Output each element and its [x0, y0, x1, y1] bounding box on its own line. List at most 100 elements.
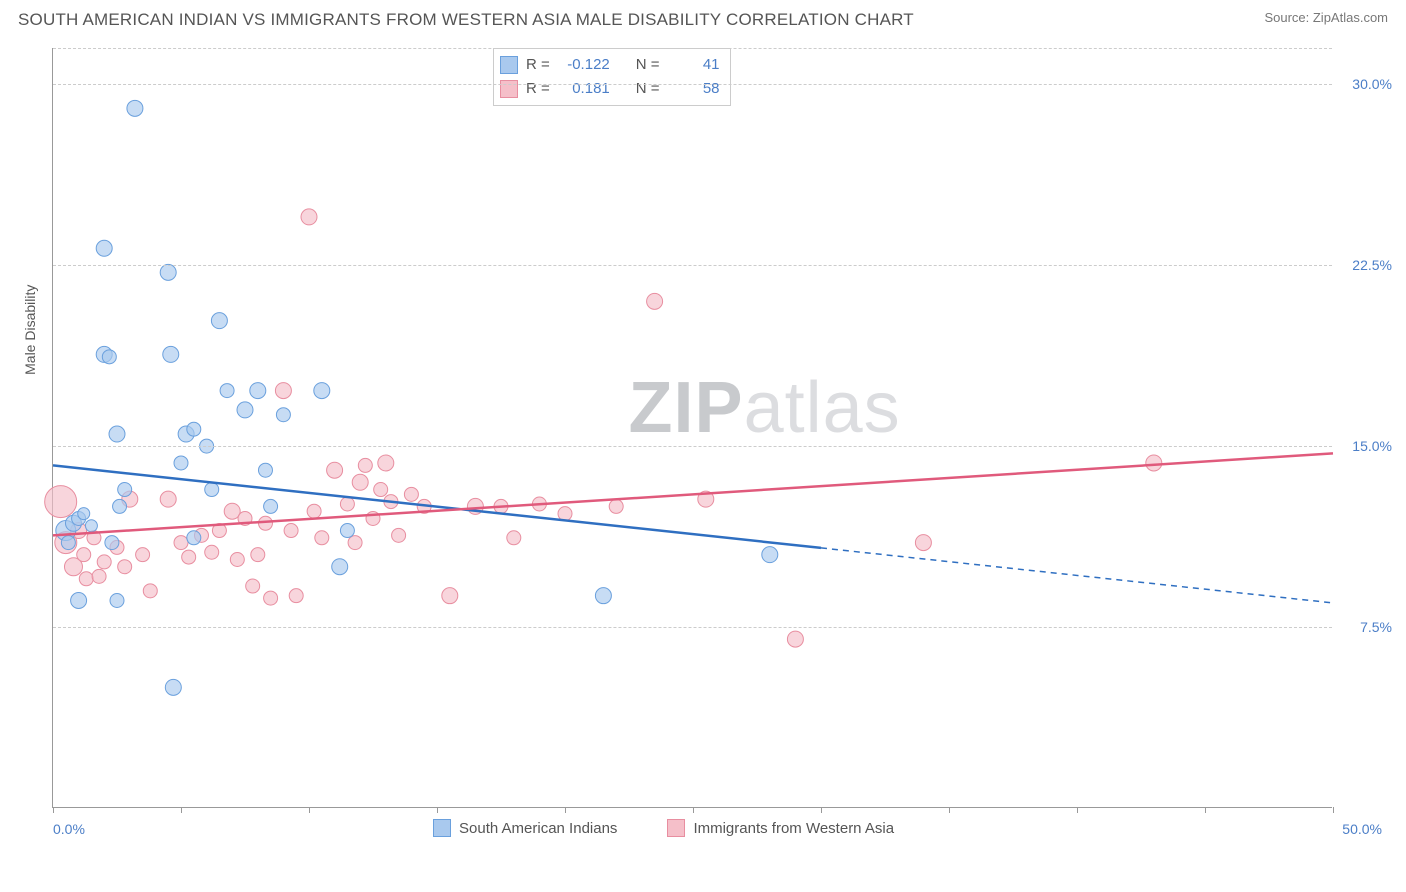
stat-row: R =0.181N =58	[500, 77, 720, 101]
data-point	[1146, 455, 1162, 471]
bottom-legend: South American Indians Immigrants from We…	[433, 819, 894, 837]
x-tick	[1077, 807, 1078, 813]
data-point	[442, 588, 458, 604]
data-point	[174, 536, 188, 550]
data-point	[250, 383, 266, 399]
data-point	[348, 536, 362, 550]
x-tick	[693, 807, 694, 813]
data-point	[276, 408, 290, 422]
chart-title: SOUTH AMERICAN INDIAN VS IMMIGRANTS FROM…	[18, 10, 914, 30]
data-point	[77, 548, 91, 562]
legend-swatch	[667, 819, 685, 837]
stat-row: R =-0.122N =41	[500, 53, 720, 77]
x-tick	[1205, 807, 1206, 813]
data-point	[174, 456, 188, 470]
data-point	[264, 499, 278, 513]
data-point	[61, 536, 75, 550]
x-tick	[181, 807, 182, 813]
data-point	[79, 572, 93, 586]
data-point	[136, 548, 150, 562]
legend-label: Immigrants from Western Asia	[693, 820, 894, 837]
data-point	[647, 293, 663, 309]
trend-lines	[53, 453, 1333, 603]
chart-plot-area: ZIPatlas R =-0.122N =41R =0.181N =58 0.0…	[52, 48, 1332, 808]
data-point	[220, 384, 234, 398]
y-axis-title: Male Disability	[22, 285, 38, 375]
data-point	[340, 524, 354, 538]
y-tick-label: 30.0%	[1352, 76, 1392, 92]
scatter-series-2	[45, 209, 1162, 647]
chart-source: Source: ZipAtlas.com	[1264, 10, 1388, 25]
y-tick-label: 15.0%	[1352, 438, 1392, 454]
data-point	[307, 504, 321, 518]
data-point	[110, 594, 124, 608]
x-tick	[53, 807, 54, 813]
data-point	[404, 487, 418, 501]
data-point	[787, 631, 803, 647]
grid-line	[53, 84, 1332, 85]
legend-swatch	[500, 80, 518, 98]
data-point	[165, 679, 181, 695]
stat-r-value: 0.181	[558, 77, 610, 101]
data-point	[78, 508, 90, 520]
stat-r-label: R =	[526, 77, 550, 101]
trend-line-solid	[53, 453, 1333, 535]
data-point	[92, 569, 106, 583]
data-point	[275, 383, 291, 399]
data-point	[163, 346, 179, 362]
x-tick	[309, 807, 310, 813]
data-point	[127, 100, 143, 116]
data-point	[315, 531, 329, 545]
data-point	[352, 474, 368, 490]
stat-r-value: -0.122	[558, 53, 610, 77]
x-axis-max-label: 50.0%	[1342, 821, 1382, 837]
data-point	[340, 497, 354, 511]
data-point	[762, 547, 778, 563]
data-point	[289, 589, 303, 603]
data-point	[230, 552, 244, 566]
data-point	[915, 535, 931, 551]
x-tick	[437, 807, 438, 813]
data-point	[113, 499, 127, 513]
data-point	[205, 483, 219, 497]
x-tick	[949, 807, 950, 813]
data-point	[118, 483, 132, 497]
data-point	[251, 548, 265, 562]
scatter-series-1	[56, 100, 778, 695]
correlation-stats-box: R =-0.122N =41R =0.181N =58	[493, 48, 731, 106]
data-point	[187, 422, 201, 436]
data-point	[314, 383, 330, 399]
stat-n-label: N =	[636, 53, 660, 77]
data-point	[205, 545, 219, 559]
legend-item: South American Indians	[433, 819, 617, 837]
data-point	[595, 588, 611, 604]
grid-line	[53, 48, 1332, 49]
data-point	[507, 531, 521, 545]
legend-label: South American Indians	[459, 820, 617, 837]
data-point	[96, 240, 112, 256]
data-point	[264, 591, 278, 605]
data-point	[392, 528, 406, 542]
data-point	[102, 350, 116, 364]
data-point	[374, 483, 388, 497]
x-tick	[821, 807, 822, 813]
data-point	[160, 491, 176, 507]
x-axis-min-label: 0.0%	[53, 821, 85, 837]
plot-svg	[53, 48, 1332, 807]
data-point	[237, 402, 253, 418]
data-point	[97, 555, 111, 569]
data-point	[109, 426, 125, 442]
legend-swatch	[500, 56, 518, 74]
legend-swatch	[433, 819, 451, 837]
data-point	[85, 520, 97, 532]
stat-n-value: 58	[668, 77, 720, 101]
data-point	[284, 524, 298, 538]
data-point	[105, 536, 119, 550]
data-point	[71, 593, 87, 609]
data-point	[258, 463, 272, 477]
data-point	[187, 531, 201, 545]
data-point	[143, 584, 157, 598]
stat-n-value: 41	[668, 53, 720, 77]
y-tick-label: 7.5%	[1360, 619, 1392, 635]
data-point	[378, 455, 394, 471]
